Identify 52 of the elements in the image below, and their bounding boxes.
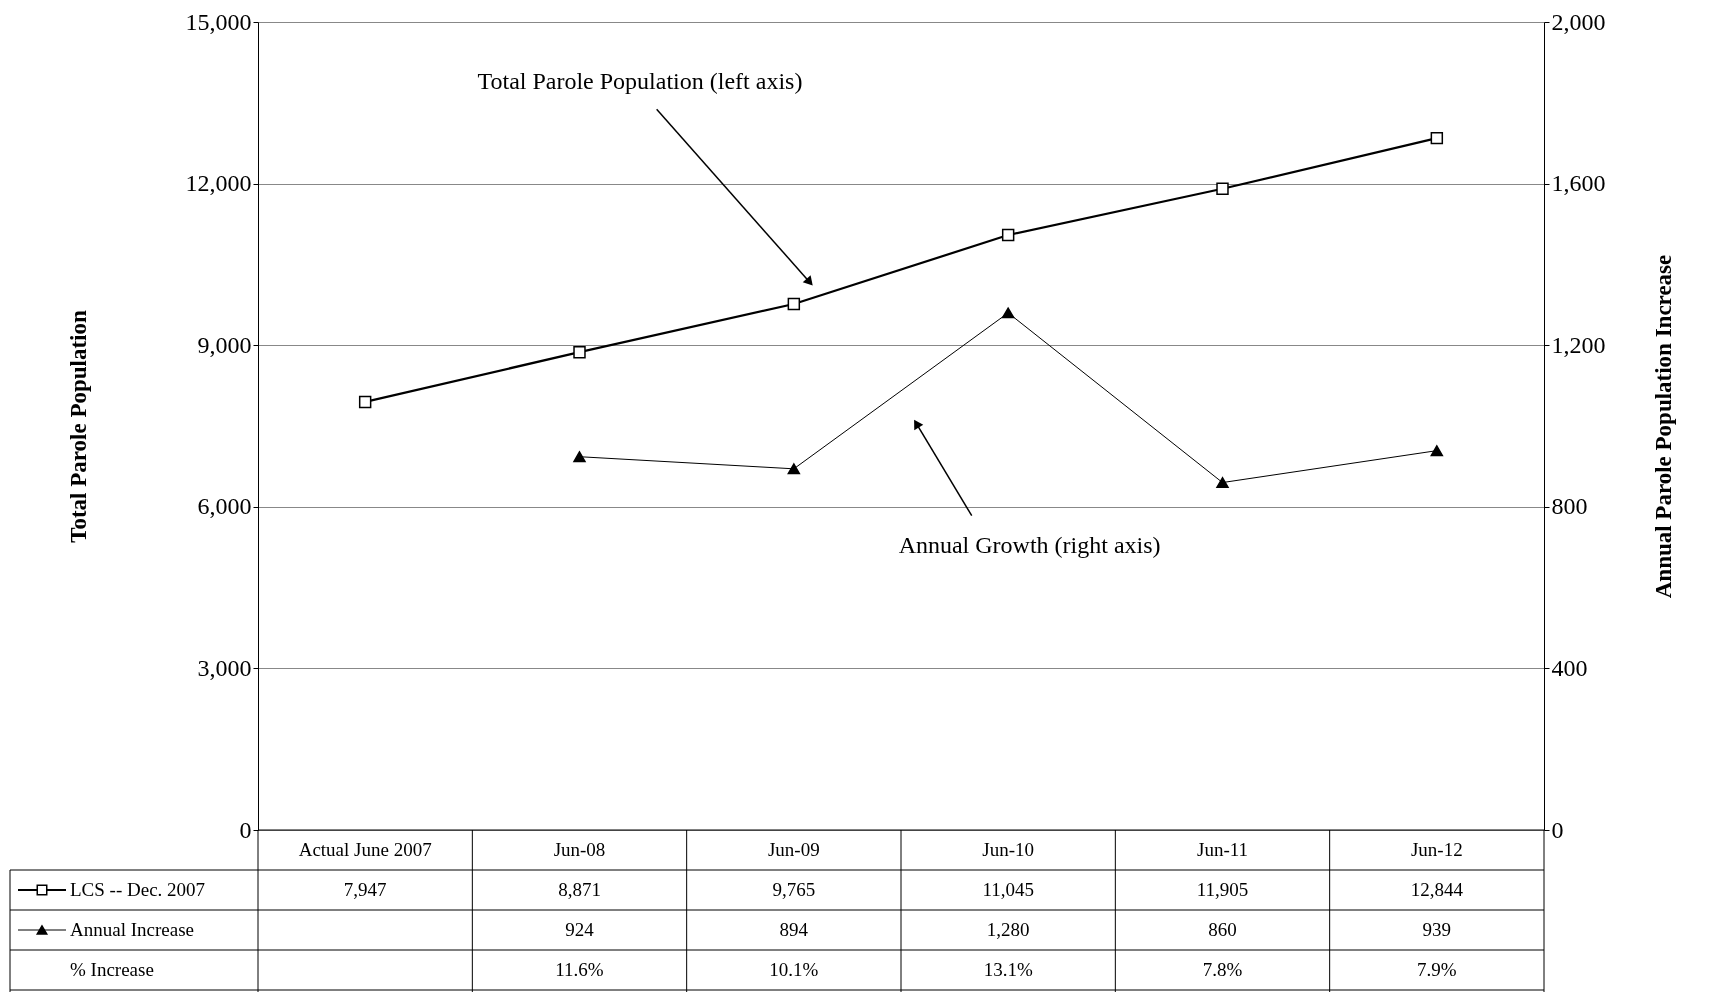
point bbox=[787, 297, 801, 311]
point bbox=[573, 345, 586, 359]
data-label: 11,905 bbox=[1196, 879, 1249, 900]
annotation: Total Parole Population (left axis) bbox=[477, 67, 803, 94]
y2-tick-label: 1,600 bbox=[1551, 170, 1606, 197]
x-tick-label: Jun-09 bbox=[767, 839, 820, 860]
annotation: Annual Growth (right axis) bbox=[898, 532, 1161, 559]
y-axis-title: Total Parole Population bbox=[65, 310, 91, 543]
legend-label: LCS -- Dec. 2007 bbox=[70, 879, 206, 900]
x-tick-label: Jun-10 bbox=[982, 839, 1035, 860]
text: 11.6% bbox=[555, 959, 604, 980]
point bbox=[1001, 228, 1015, 242]
point bbox=[1430, 131, 1444, 145]
y2-tick-label: 800 bbox=[1551, 493, 1588, 520]
x-tick-label: Jun-08 bbox=[553, 839, 606, 860]
point bbox=[1001, 307, 1015, 319]
point bbox=[1430, 445, 1444, 457]
y2-tick-label: 2,000 bbox=[1551, 8, 1606, 35]
y-tick-label: 15,000 bbox=[185, 8, 252, 35]
point bbox=[1216, 477, 1229, 489]
text: 13.1% bbox=[983, 959, 1033, 980]
data-label: 939 bbox=[1422, 919, 1452, 940]
y2-axis-title: Annual Parole Population Increase bbox=[1650, 254, 1676, 599]
point bbox=[573, 451, 586, 463]
point bbox=[358, 395, 372, 409]
text: 7.9% bbox=[1417, 959, 1457, 980]
x-tick-label: Jun-12 bbox=[1410, 839, 1463, 860]
data-label: 7,947 bbox=[343, 879, 387, 900]
data-label: 11,045 bbox=[982, 879, 1034, 900]
text: 10.1% bbox=[769, 959, 819, 980]
y-tick-label: 9,000 bbox=[197, 331, 252, 358]
x-tick-label: Jun-11 bbox=[1196, 839, 1249, 860]
data-label: 12,844 bbox=[1410, 879, 1464, 900]
y-tick-label: 12,000 bbox=[185, 170, 252, 197]
text: % Increase bbox=[70, 959, 154, 980]
data-label: 860 bbox=[1208, 919, 1237, 940]
y-tick-label: 0 bbox=[239, 816, 252, 843]
data-label: 924 bbox=[565, 919, 595, 940]
y2-tick-label: 400 bbox=[1551, 654, 1588, 681]
y2-tick-label: 0 bbox=[1551, 816, 1564, 843]
legend-label: Annual Increase bbox=[70, 919, 194, 940]
x-tick-label: Actual June 2007 bbox=[298, 839, 432, 860]
y2-tick-label: 1,200 bbox=[1551, 331, 1606, 358]
data-label: 1,280 bbox=[986, 919, 1030, 940]
point bbox=[787, 463, 801, 475]
data-label: 9,765 bbox=[772, 879, 816, 900]
text: 7.8% bbox=[1202, 959, 1243, 980]
data-label: 8,871 bbox=[558, 879, 601, 900]
data-label: 894 bbox=[779, 919, 809, 940]
y-tick-label: 6,000 bbox=[197, 493, 252, 520]
point bbox=[1216, 182, 1229, 195]
y-tick-label: 3,000 bbox=[197, 654, 252, 681]
